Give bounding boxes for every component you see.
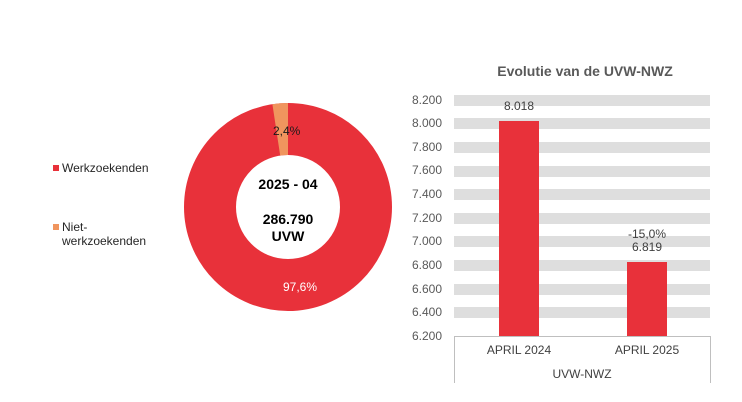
y-tick: 6.800	[411, 258, 442, 272]
grid-band	[454, 236, 710, 247]
grid-band	[454, 260, 710, 271]
legend-swatch-red	[53, 165, 59, 171]
y-tick: 6.400	[411, 305, 442, 319]
donut-center-period: 2025 - 04	[258, 176, 318, 192]
x-category-april-2025: APRIL 2025	[614, 343, 680, 357]
grid-band	[454, 166, 710, 177]
y-tick: 8.000	[411, 116, 442, 130]
legend-label-niet-line1: Niet-	[62, 220, 88, 234]
grid-band	[454, 118, 710, 129]
y-tick: 7.200	[411, 211, 442, 225]
x-axis-box	[454, 336, 711, 383]
legend-label-niet-line2: werkzoekenden	[62, 234, 147, 248]
y-tick: 7.400	[411, 187, 442, 201]
bar-change-label-2025: -15,0%	[627, 227, 667, 241]
grid-band	[454, 142, 710, 153]
grid-band	[454, 213, 710, 224]
x-group-label: UVW-NWZ	[552, 367, 612, 381]
donut-center-unit: UVW	[271, 228, 305, 244]
grid-band	[454, 307, 710, 318]
slice-label-niet-werkzoekenden: 2,4%	[273, 124, 301, 138]
donut-center-total: 286.790	[262, 211, 314, 227]
grid-band	[454, 189, 710, 200]
y-tick: 8.200	[411, 93, 442, 107]
bar-april-2024[interactable]	[499, 121, 539, 336]
bar-chart-title: Evolutie van de UVW-NWZ	[497, 63, 673, 79]
y-tick: 6.600	[411, 282, 442, 296]
donut-slice-niet-werkzoekenden[interactable]	[272, 103, 288, 156]
y-tick: 7.600	[411, 163, 442, 177]
bar-value-label-2024: 8.018	[503, 99, 535, 113]
slice-label-werkzoekenden: 97,6%	[283, 280, 318, 294]
y-tick: 7.000	[411, 234, 442, 248]
bar-value-label-2025: 6.819	[631, 240, 663, 254]
y-tick: 6.200	[411, 329, 442, 343]
bar-april-2025[interactable]	[627, 262, 667, 336]
legend-label-werkzoekenden: Werkzoekenden	[62, 161, 149, 175]
y-tick: 7.800	[411, 140, 442, 154]
grid-band	[454, 284, 710, 295]
x-category-april-2024: APRIL 2024	[486, 343, 552, 357]
grid-band	[454, 95, 710, 106]
legend-swatch-orange	[53, 224, 59, 230]
